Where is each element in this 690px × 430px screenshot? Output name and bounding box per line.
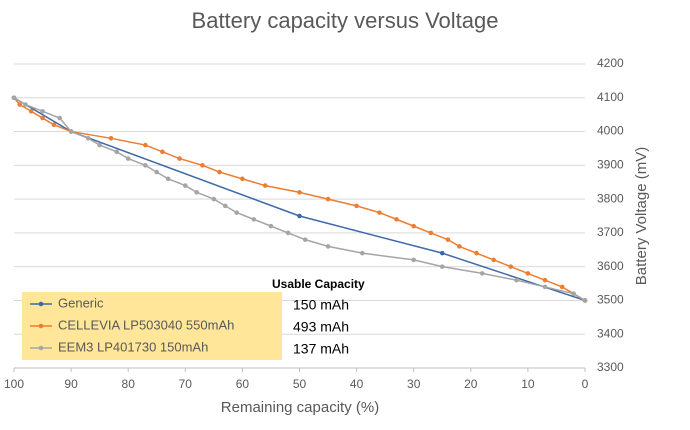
- x-tick-label: 80: [122, 377, 136, 391]
- legend-box: [22, 292, 282, 360]
- x-tick-label: 40: [350, 377, 364, 391]
- y-tick-label: 4000: [597, 124, 624, 138]
- data-point: [23, 102, 28, 107]
- data-point: [411, 257, 417, 263]
- data-point: [194, 190, 200, 195]
- data-point: [479, 271, 485, 276]
- x-tick-label: 90: [64, 377, 78, 391]
- data-point: [200, 163, 205, 168]
- y-tick-label: 3400: [597, 326, 624, 340]
- data-point: [234, 210, 239, 215]
- legend-label: EEM3 LP401730 150mAh: [58, 339, 208, 354]
- x-axis-label: Remaining capacity (%): [221, 399, 379, 416]
- data-point: [514, 277, 519, 283]
- data-point: [582, 298, 588, 303]
- legend-capacity: 493 mAh: [293, 319, 349, 335]
- legend-capacity: 150 mAh: [293, 297, 349, 313]
- data-point: [439, 264, 445, 269]
- x-tick-label: 30: [407, 377, 421, 391]
- y-tick-label: 3300: [597, 360, 624, 374]
- data-point: [28, 108, 34, 114]
- chart-title: Battery capacity versus Voltage: [192, 8, 499, 33]
- x-tick-label: 0: [582, 377, 589, 391]
- data-point: [177, 156, 182, 161]
- data-point: [428, 230, 434, 236]
- data-point: [297, 213, 302, 219]
- data-point: [11, 95, 17, 101]
- y-tick-label: 4200: [597, 56, 624, 70]
- data-point: [17, 102, 23, 107]
- data-point: [143, 163, 148, 168]
- y-tick-label: 3900: [597, 158, 624, 172]
- data-point: [508, 264, 514, 269]
- x-tick-label: 50: [293, 377, 307, 391]
- data-point: [542, 284, 548, 290]
- y-axis-label: Battery Voltage (mV): [633, 147, 650, 285]
- data-point: [57, 115, 62, 121]
- x-tick-label: 60: [236, 377, 250, 391]
- data-point: [457, 244, 462, 249]
- data-point: [154, 169, 160, 175]
- legend-marker: [38, 345, 44, 351]
- x-tick-label: 20: [464, 377, 478, 391]
- data-point: [40, 108, 45, 114]
- data-point: [40, 115, 45, 121]
- legend-capacity: 137 mAh: [293, 341, 349, 357]
- data-point: [85, 136, 91, 141]
- data-point: [211, 196, 217, 202]
- data-point: [217, 169, 222, 175]
- y-tick-label: 3700: [597, 225, 624, 239]
- y-tick-label: 3500: [597, 293, 624, 307]
- data-point: [325, 196, 331, 202]
- data-point: [240, 176, 245, 182]
- x-tick-label: 10: [521, 377, 535, 391]
- data-point: [143, 142, 148, 148]
- data-point: [439, 250, 445, 256]
- legend-label: Generic: [58, 295, 104, 310]
- legend-marker: [38, 323, 44, 329]
- data-point: [262, 183, 268, 188]
- data-point: [183, 183, 188, 188]
- data-point: [525, 271, 531, 276]
- y-tick-label: 3800: [597, 191, 624, 205]
- x-tick-label: 100: [4, 377, 24, 391]
- data-point: [394, 217, 399, 222]
- data-point: [97, 142, 102, 148]
- data-point: [354, 203, 359, 209]
- data-point: [285, 230, 291, 236]
- data-point: [542, 277, 548, 283]
- data-point: [165, 176, 171, 182]
- data-point: [559, 284, 565, 290]
- data-point: [491, 257, 496, 263]
- y-tick-label: 3600: [597, 259, 624, 273]
- data-point: [302, 237, 308, 242]
- data-point: [125, 156, 131, 161]
- y-tick-label: 4100: [597, 90, 624, 104]
- data-point: [411, 223, 417, 229]
- data-point: [445, 237, 451, 242]
- data-point: [268, 223, 274, 229]
- data-point: [297, 190, 302, 195]
- data-point: [108, 136, 114, 141]
- data-point: [571, 291, 576, 296]
- data-point: [51, 122, 57, 128]
- legend-label: CELLEVIA LP503040 550mAh: [58, 317, 234, 332]
- data-point: [377, 210, 382, 215]
- data-point: [160, 149, 165, 155]
- x-tick-label: 70: [179, 377, 193, 391]
- data-point: [68, 129, 74, 134]
- data-point: [222, 203, 228, 209]
- data-point: [114, 149, 120, 155]
- legend-title: Usable Capacity: [272, 277, 365, 291]
- data-point: [474, 250, 479, 256]
- data-point: [360, 250, 365, 256]
- series-line: [13, 97, 586, 302]
- legend-marker: [38, 301, 44, 307]
- data-point: [251, 217, 257, 222]
- data-point: [325, 244, 331, 249]
